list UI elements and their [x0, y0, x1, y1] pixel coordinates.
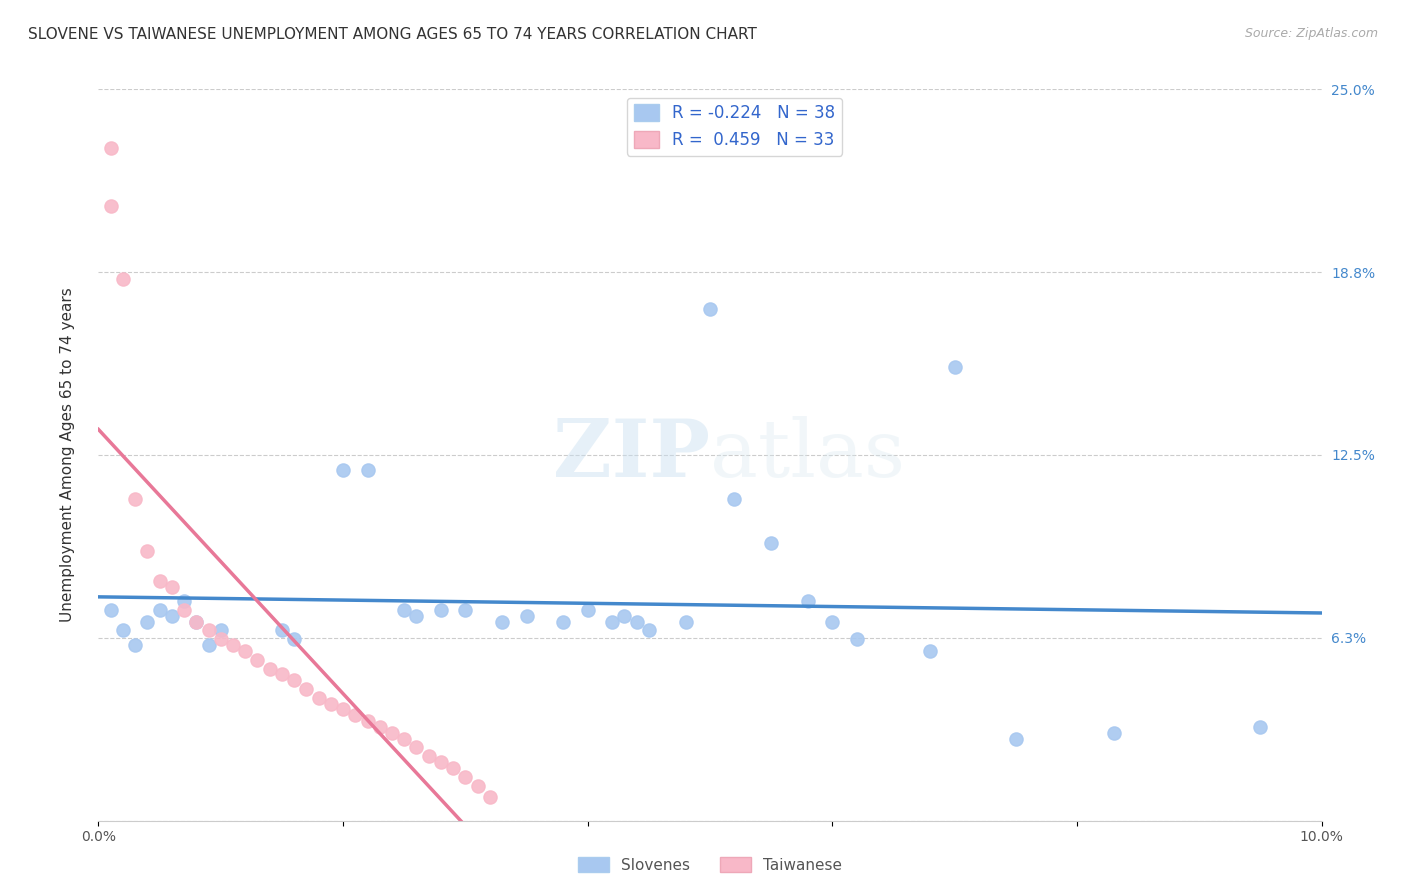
Point	[600, 615, 623, 629]
Point	[405, 608, 427, 623]
Point	[100, 141, 122, 155]
Point	[759, 535, 782, 549]
Point	[613, 608, 636, 623]
Point	[173, 603, 195, 617]
Point	[283, 673, 305, 688]
Point	[270, 624, 292, 638]
Point	[356, 462, 378, 476]
Point	[100, 199, 122, 213]
Point	[344, 708, 367, 723]
Text: atlas: atlas	[710, 416, 905, 494]
Point	[516, 608, 538, 623]
Point	[136, 544, 159, 558]
Point	[111, 272, 134, 286]
Point	[308, 690, 330, 705]
Point	[136, 615, 159, 629]
Point	[920, 644, 942, 658]
Point	[173, 594, 195, 608]
Point	[197, 638, 219, 652]
Point	[160, 580, 183, 594]
Point	[405, 740, 427, 755]
Point	[723, 491, 745, 506]
Point	[356, 714, 378, 728]
Text: Source: ZipAtlas.com: Source: ZipAtlas.com	[1244, 27, 1378, 40]
Y-axis label: Unemployment Among Ages 65 to 74 years: Unemployment Among Ages 65 to 74 years	[60, 287, 75, 623]
Legend: Slovenes, Taiwanese: Slovenes, Taiwanese	[572, 851, 848, 879]
Point	[392, 603, 416, 617]
Point	[1004, 731, 1026, 746]
Point	[441, 761, 464, 775]
Point	[233, 644, 256, 658]
Point	[186, 615, 208, 629]
Point	[124, 638, 146, 652]
Point	[576, 603, 599, 617]
Point	[821, 615, 844, 629]
Point	[1249, 720, 1271, 734]
Point	[332, 462, 354, 476]
Point	[209, 624, 232, 638]
Point	[454, 603, 477, 617]
Point	[467, 779, 489, 793]
Point	[100, 603, 122, 617]
Point	[111, 624, 134, 638]
Point	[637, 624, 661, 638]
Point	[332, 702, 354, 716]
Point	[491, 615, 513, 629]
Point	[149, 603, 172, 617]
Point	[149, 574, 172, 588]
Point	[368, 720, 391, 734]
Text: SLOVENE VS TAIWANESE UNEMPLOYMENT AMONG AGES 65 TO 74 YEARS CORRELATION CHART: SLOVENE VS TAIWANESE UNEMPLOYMENT AMONG …	[28, 27, 756, 42]
Point	[845, 632, 868, 647]
Point	[392, 731, 416, 746]
Point	[209, 632, 232, 647]
Point	[186, 615, 208, 629]
Point	[381, 726, 404, 740]
Point	[1102, 726, 1125, 740]
Point	[478, 790, 501, 805]
Point	[418, 749, 440, 764]
Point	[430, 755, 453, 769]
Point	[124, 491, 146, 506]
Point	[197, 624, 219, 638]
Point	[430, 603, 453, 617]
Text: ZIP: ZIP	[553, 416, 710, 494]
Point	[319, 697, 342, 711]
Point	[160, 608, 183, 623]
Point	[699, 301, 721, 316]
Point	[222, 638, 245, 652]
Point	[246, 653, 269, 667]
Point	[675, 615, 697, 629]
Point	[626, 615, 648, 629]
Point	[943, 360, 966, 375]
Point	[283, 632, 305, 647]
Point	[454, 770, 477, 784]
Point	[270, 667, 292, 681]
Point	[797, 594, 820, 608]
Point	[295, 681, 318, 696]
Point	[259, 661, 281, 675]
Point	[553, 615, 575, 629]
